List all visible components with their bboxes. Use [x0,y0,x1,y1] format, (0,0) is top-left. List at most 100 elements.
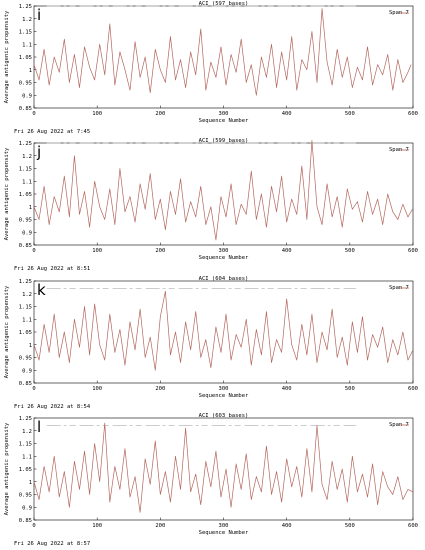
legend-label: Span 7 [389,147,409,153]
chart-title: ACI (604 bases) [199,276,249,282]
panel-letter: j [36,143,41,161]
y-tick-label: 0.9 [22,93,32,99]
x-tick-label: 100 [92,523,102,529]
timestamp: Fri 26 Aug 2022 at 8:57 [14,541,90,547]
y-tick-label: 1.2 [22,292,32,298]
series-line [33,290,414,371]
y-tick-label: 1.15 [19,30,32,36]
plot-frame [33,5,414,109]
y-tick-label: 0.85 [19,518,32,524]
y-tick-label: 1.25 [19,141,32,147]
y-tick-label: 1 [29,205,32,211]
chart-panel-k: 0.85 0.9 0.95 1 1.05 1.1 1.15 1.2 1.25 0 100 200 300… [0,275,425,412]
x-tick-label: 400 [282,248,292,254]
y-tick-label: 1.15 [19,167,32,173]
y-tick-label: 1.1 [22,454,32,460]
x-tick-label: 200 [155,386,165,392]
y-tick-label: 1.25 [19,4,32,10]
y-tick-label: 0.9 [22,368,32,374]
x-tick-label: 200 [155,111,165,117]
x-tick-label: 500 [345,523,355,529]
y-axis-label: Average antigenic propensity [4,147,10,240]
panel-letter: k [37,281,46,299]
x-tick-label: 100 [92,111,102,117]
y-tick-label: 1.2 [22,429,32,435]
y-axis-label: Average antigenic propensity [4,10,10,103]
legend-label: Span 7 [389,422,409,428]
x-tick-label: 300 [219,248,229,254]
x-tick-label: 100 [92,248,102,254]
y-tick-label: 1 [29,68,32,74]
x-tick-label: 300 [219,386,229,392]
x-tick-label: 600 [408,248,418,254]
timestamp: Fri 26 Aug 2022 at 7:45 [14,129,90,135]
y-tick-label: 1.1 [22,42,32,48]
x-axis-label: Sequence Number [199,530,249,536]
chart-svg: 0.85 0.9 0.95 1 1.05 1.1 1.15 1.2 1.25 0 100 200 300… [4,276,418,410]
y-tick-label: 0.85 [19,381,32,387]
y-tick-label: 1.05 [19,330,32,336]
y-tick-label: 1.2 [22,154,32,160]
panel-letter: l [37,418,41,436]
x-tick-label: 600 [408,386,418,392]
x-tick-label: 100 [92,386,102,392]
chart-svg: 0.85 0.9 0.95 1 1.05 1.1 1.15 1.2 1.25 0 100 200 300… [4,413,418,547]
x-tick-label: 0 [32,111,35,117]
timestamp: Fri 26 Aug 2022 at 8:54 [14,404,91,410]
legend-label: Span 7 [389,285,409,291]
y-tick-label: 0.85 [19,243,32,249]
y-tick-label: 1.2 [22,17,32,23]
x-tick-label: 500 [345,386,355,392]
chart-svg: 0.85 0.9 0.95 1 1.05 1.1 1.15 1.2 1.25 0 100 200 300… [4,138,418,272]
x-tick-label: 300 [219,523,229,529]
chart-title: ACI (597 bases) [199,1,249,7]
series-line [33,422,414,513]
x-tick-label: 600 [408,111,418,117]
x-tick-label: 200 [155,523,165,529]
x-tick-label: 0 [32,386,35,392]
y-tick-label: 1.25 [19,279,32,285]
y-tick-label: 0.95 [19,218,32,224]
x-tick-label: 0 [32,248,35,254]
y-tick-label: 1.1 [22,317,32,323]
x-axis-label: Sequence Number [199,255,249,261]
chart-panel-j: 0.85 0.9 0.95 1 1.05 1.1 1.15 1.2 1.25 0 100 200 300… [0,137,425,274]
x-tick-label: 300 [219,111,229,117]
x-tick-label: 500 [345,111,355,117]
y-tick-label: 0.85 [19,106,32,112]
y-tick-label: 0.95 [19,81,32,87]
x-axis-label: Sequence Number [199,393,249,399]
y-tick-label: 1.05 [19,467,32,473]
y-axis-label: Average antigenic propensity [4,285,10,378]
plot-frame [33,142,414,246]
chart-panel-l: 0.85 0.9 0.95 1 1.05 1.1 1.15 1.2 1.25 0 100 200 300… [0,412,425,549]
y-tick-label: 0.95 [19,493,32,499]
x-tick-label: 500 [345,248,355,254]
x-tick-label: 200 [155,248,165,254]
legend-label: Span 7 [389,10,409,16]
x-tick-label: 400 [282,523,292,529]
y-tick-label: 0.95 [19,356,32,362]
x-tick-label: 400 [282,111,292,117]
y-tick-label: 1 [29,480,32,486]
y-tick-label: 1 [29,343,32,349]
y-axis-label: Average antigenic propensity [4,422,10,515]
y-tick-label: 1.15 [19,305,32,311]
y-tick-label: 1.05 [19,55,32,61]
x-axis-label: Sequence Number [199,118,249,124]
y-tick-label: 1.05 [19,192,32,198]
y-tick-label: 1.25 [19,416,32,422]
y-tick-label: 0.9 [22,505,32,511]
y-tick-label: 1.15 [19,442,32,448]
chart-panel-i: 0.85 0.9 0.95 1 1.05 1.1 1.15 1.2 1.25 0 100 200 300… [0,0,425,137]
series-line [33,8,412,96]
x-tick-label: 400 [282,386,292,392]
x-tick-label: 0 [32,523,35,529]
x-tick-label: 600 [408,523,418,529]
chart-svg: 0.85 0.9 0.95 1 1.05 1.1 1.15 1.2 1.25 0 100 200 300… [4,1,418,135]
panel-letter: i [37,6,41,24]
plot-frame [33,417,414,521]
chart-title: ACI (599 bases) [199,138,249,144]
y-tick-label: 1.1 [22,179,32,185]
